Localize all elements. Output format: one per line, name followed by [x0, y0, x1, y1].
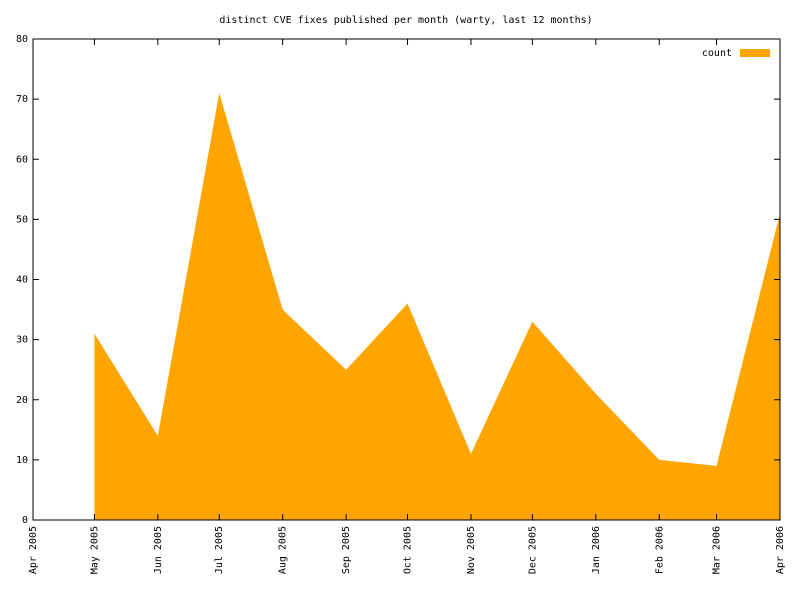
- x-tick-label: Jan 2006: [591, 526, 602, 574]
- y-tick-label: 30: [16, 335, 28, 346]
- x-tick-label: Apr 2006: [775, 526, 786, 574]
- x-tick-label: Feb 2006: [654, 526, 665, 574]
- y-tick-label: 70: [16, 94, 28, 105]
- x-tick-label: Jul 2005: [214, 526, 225, 574]
- legend-swatch: [740, 49, 770, 57]
- x-tick-label: Oct 2005: [403, 526, 414, 574]
- y-tick-label: 10: [16, 455, 28, 466]
- x-tick-label: May 2005: [89, 526, 100, 574]
- x-tick-label: Dec 2005: [527, 526, 538, 574]
- y-tick-label: 50: [16, 214, 28, 225]
- y-tick-label: 60: [16, 154, 28, 165]
- x-tick-label: Apr 2005: [28, 526, 39, 574]
- legend-label: count: [702, 48, 732, 59]
- y-tick-label: 80: [16, 34, 28, 45]
- x-tick-label: Mar 2006: [712, 526, 723, 574]
- x-tick-label: Jun 2005: [153, 526, 164, 574]
- chart-title: distinct CVE fixes published per month (…: [219, 15, 592, 26]
- x-tick-label: Nov 2005: [466, 526, 477, 574]
- x-tick-label: Aug 2005: [278, 526, 289, 574]
- area: [94, 93, 780, 521]
- x-tick-label: Sep 2005: [341, 526, 352, 574]
- y-tick-label: 0: [22, 515, 28, 526]
- y-tick-label: 40: [16, 275, 28, 286]
- y-tick-label: 20: [16, 395, 28, 406]
